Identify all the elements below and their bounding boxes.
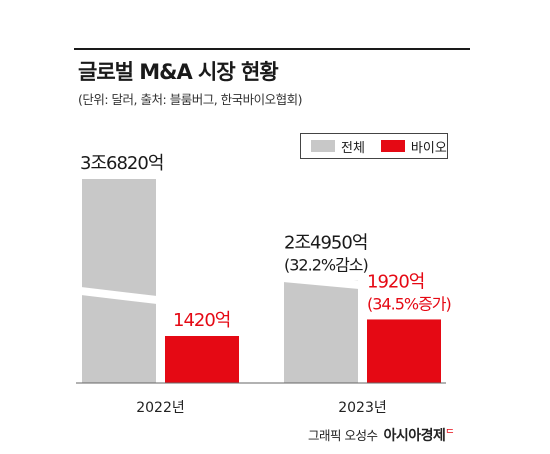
bar-total-1 <box>284 280 358 383</box>
bar-bio-0 <box>165 336 239 383</box>
value-label-bio-0-0: 1420억 <box>173 310 230 331</box>
publisher-logo-mark: ᄃ <box>445 429 455 440</box>
publisher-logo: 아시아경제 <box>383 428 446 444</box>
graphic-credit: 그래픽 오성수 <box>308 428 378 443</box>
chart-title: 글로벌 M&A 시장 현황 <box>78 60 279 84</box>
legend-swatch-bio <box>380 140 405 152</box>
legend: 전체 바이오 <box>300 133 448 159</box>
x-tick-label-0: 2022년 <box>136 400 185 416</box>
legend-label-total: 전체 <box>341 140 365 156</box>
value-label-bio-1-0: 1920억 <box>367 271 424 292</box>
value-label-total-1-0: 2조4950억 <box>284 233 367 254</box>
value-label-bio-1-1: (34.5%증가) <box>367 294 451 313</box>
footer-credit: 그래픽 오성수 아시아경제ᄃ <box>308 425 455 445</box>
legend-swatch-total <box>311 140 335 152</box>
bar-total-0 <box>82 179 156 383</box>
axis-break-1 <box>283 274 359 289</box>
value-label-total-1-1: (32.2%감소) <box>284 256 368 275</box>
chart-subtitle: (단위: 달러, 출처: 블룸버그, 한국바이오협회) <box>78 92 303 107</box>
axis-break-0 <box>81 287 157 304</box>
x-tick-label-1: 2023년 <box>338 400 387 416</box>
bar-bio-1 <box>367 319 441 383</box>
top-rule <box>74 48 470 50</box>
value-label-total-0-0: 3조6820억 <box>80 153 163 174</box>
legend-label-bio: 바이오 <box>410 140 447 156</box>
